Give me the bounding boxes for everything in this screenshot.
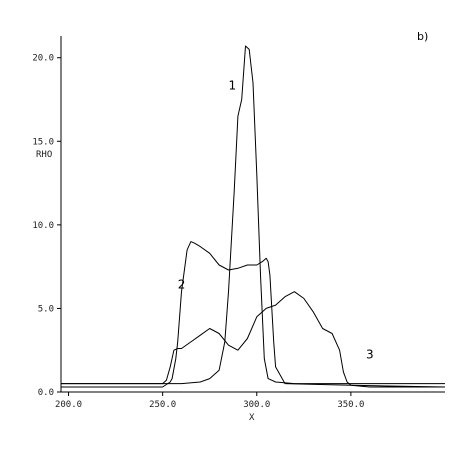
curves (61, 45, 446, 388)
x-tick-label: 300.0 (243, 400, 270, 410)
panel-label: b) (417, 30, 428, 43)
curve-label-3: 3 (366, 348, 374, 362)
y-tick-label: 10.0 (32, 221, 54, 231)
curve-3 (61, 291, 445, 388)
curve-1 (61, 45, 445, 385)
axes (60, 36, 445, 393)
y-axis-title: RHO (36, 150, 52, 160)
y-tick-label: 20.0 (32, 54, 54, 64)
x-tick-label: 350.0 (337, 400, 364, 410)
y-ticks: 0.0 5.0 10.0 15.0 20.0 (32, 54, 61, 398)
curve-label-2: 2 (178, 277, 186, 291)
x-tick-label: 200.0 (55, 400, 82, 410)
y-tick-label: 0.0 (38, 388, 54, 398)
curve-labels: 1 2 3 (178, 78, 374, 361)
curve-label-1: 1 (229, 78, 237, 92)
curve-2 (61, 241, 446, 388)
x-ticks: 200.0 250.0 300.0 350.0 (55, 392, 364, 410)
y-tick-label: 5.0 (38, 304, 54, 314)
x-axis-title: X (249, 413, 255, 423)
x-tick-label: 250.0 (149, 400, 176, 410)
y-tick-label: 15.0 (32, 137, 54, 147)
